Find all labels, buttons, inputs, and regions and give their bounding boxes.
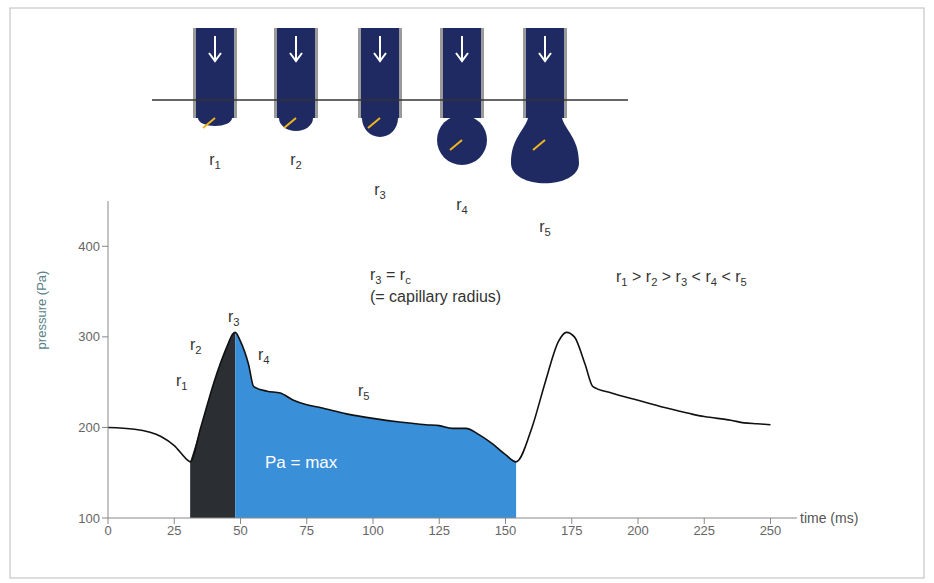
svg-text:r2: r2: [190, 336, 202, 356]
svg-text:100: 100: [78, 511, 100, 526]
svg-text:200: 200: [627, 523, 649, 538]
svg-text:175: 175: [561, 523, 583, 538]
svg-text:300: 300: [78, 329, 100, 344]
svg-text:r4: r4: [456, 196, 468, 216]
svg-text:Pa = max: Pa = max: [265, 453, 338, 472]
svg-text:(= capillary radius): (= capillary radius): [370, 288, 501, 305]
svg-text:r2: r2: [290, 151, 302, 171]
svg-text:r3 = rc: r3 = rc: [370, 266, 411, 286]
svg-text:r5: r5: [539, 218, 551, 238]
svg-text:pressure (Pa): pressure (Pa): [34, 271, 49, 350]
svg-text:25: 25: [167, 523, 181, 538]
svg-text:r3: r3: [228, 308, 240, 328]
svg-text:50: 50: [233, 523, 247, 538]
svg-text:400: 400: [78, 239, 100, 254]
svg-text:0: 0: [104, 523, 111, 538]
svg-text:r1 > r2 > r3 < r4 < r5: r1 > r2 > r3 < r4 < r5: [616, 268, 747, 288]
svg-text:225: 225: [693, 523, 715, 538]
svg-text:r5: r5: [358, 382, 370, 402]
svg-text:r1: r1: [176, 372, 188, 392]
svg-text:75: 75: [300, 523, 314, 538]
svg-text:time (ms): time (ms): [800, 510, 858, 526]
svg-text:200: 200: [78, 420, 100, 435]
svg-text:r4: r4: [258, 346, 270, 366]
svg-text:150: 150: [495, 523, 517, 538]
svg-text:100: 100: [362, 523, 384, 538]
svg-text:r1: r1: [209, 151, 221, 171]
svg-text:125: 125: [428, 523, 450, 538]
svg-text:250: 250: [760, 523, 782, 538]
svg-text:r3: r3: [374, 181, 386, 201]
